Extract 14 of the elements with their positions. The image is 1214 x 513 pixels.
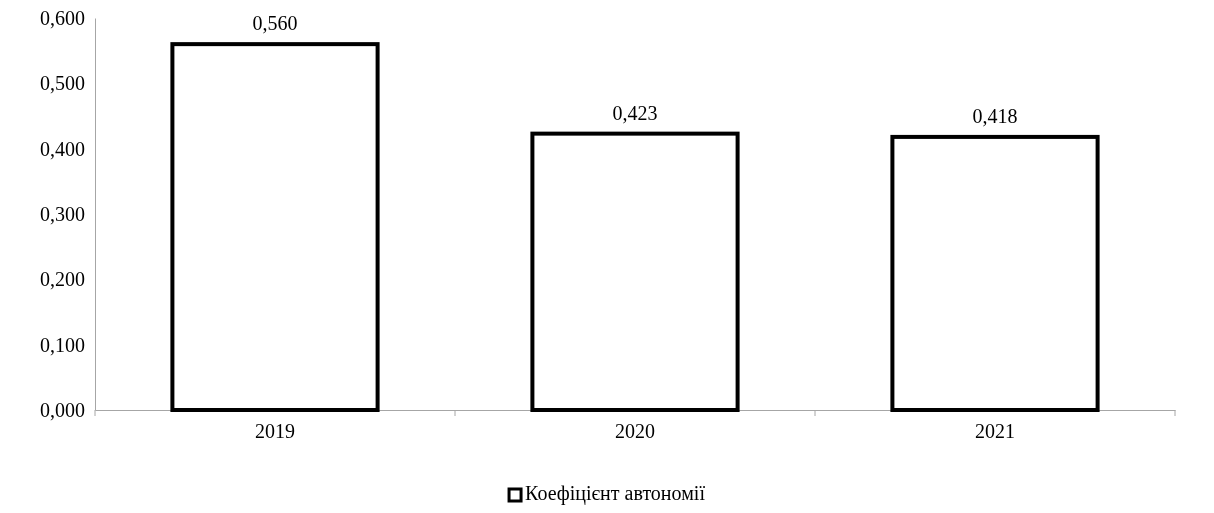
x-tick-label: 2020	[615, 420, 655, 443]
y-tick-label: 0,600	[40, 6, 85, 29]
text: 0,560	[252, 12, 298, 35]
y-tick-label: 0,500	[40, 72, 85, 95]
y-tick-label: 0,100	[40, 333, 85, 356]
y-tick-label: 0,300	[40, 202, 85, 225]
y-tick-label: 0,200	[40, 268, 85, 291]
x-tick-label: 2019	[255, 420, 295, 443]
legend-label: Коефіцієнт автономії	[525, 481, 706, 505]
text: 0,423	[612, 101, 658, 124]
x-tick-label: 2021	[975, 420, 1015, 443]
y-tick-label: 0,400	[40, 137, 85, 160]
y-tick-label: 0,000	[40, 398, 85, 421]
text: 0,418	[972, 104, 1018, 127]
